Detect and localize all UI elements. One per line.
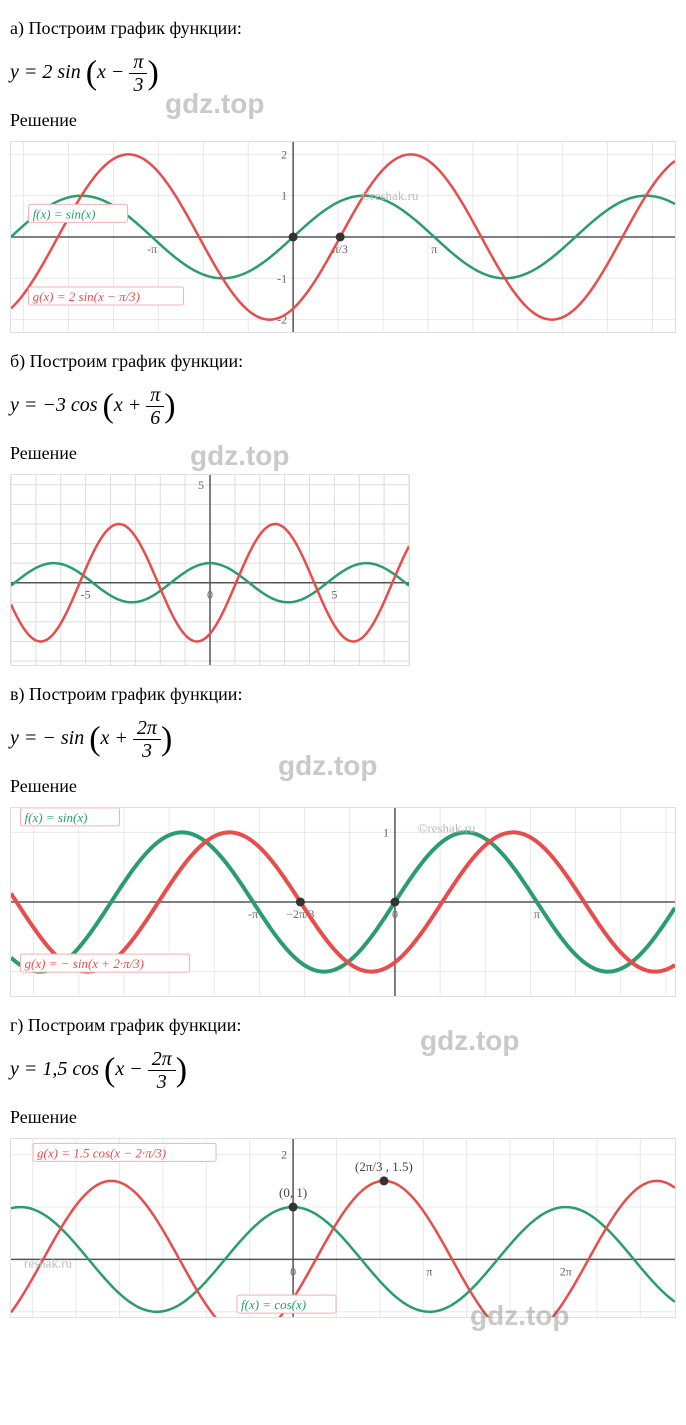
svg-text:0: 0	[392, 907, 398, 921]
formula-arg: x +	[101, 727, 133, 749]
frac-num: π	[146, 384, 164, 407]
problem-b-label: б) Построим график функции:	[10, 351, 676, 372]
frac-num: 2π	[133, 717, 161, 740]
svg-text:g(x) = 1.5 cos(x − 2·π/3): g(x) = 1.5 cos(x − 2·π/3)	[37, 1145, 166, 1160]
svg-text:f(x) = cos(x): f(x) = cos(x)	[241, 1297, 306, 1312]
problem-a-label: а) Построим график функции:	[10, 18, 676, 39]
svg-text:©reshak.ru: ©reshak.ru	[418, 820, 476, 835]
svg-text:0: 0	[207, 588, 213, 602]
chart-a: -2-112-ππ/3πf(x) = sin(x)g(x) = 2 sin(x …	[10, 141, 676, 333]
problem-c-solution: Решение	[10, 776, 676, 797]
formula-arg: x −	[97, 61, 129, 83]
frac-num: π	[129, 51, 147, 74]
formula-prefix: y = − sin	[10, 727, 89, 749]
svg-text:-π: -π	[147, 242, 157, 256]
svg-text:π: π	[426, 1264, 432, 1278]
frac-num: 2π	[148, 1048, 176, 1071]
formula-arg: x −	[115, 1058, 147, 1080]
formula-arg: x +	[114, 394, 146, 416]
svg-text:0: 0	[290, 1264, 296, 1278]
problem-b-solution: Решение	[10, 443, 676, 464]
frac-den: 3	[148, 1071, 176, 1093]
problem-a-formula: y = 2 sin (x − π3)	[10, 51, 676, 96]
svg-text:©reshak.ru: ©reshak.ru	[361, 188, 419, 203]
problem-d-formula: y = 1,5 cos (x − 2π3)	[10, 1048, 676, 1093]
chart-b: 5 -5 0 5	[10, 474, 410, 666]
problem-d-solution: Решение	[10, 1107, 676, 1128]
problem-c-formula: y = − sin (x + 2π3)	[10, 717, 676, 762]
svg-text:g(x) = 2 sin(x − π/3): g(x) = 2 sin(x − π/3)	[33, 289, 140, 304]
svg-text:g(x) = − sin(x + 2·π/3): g(x) = − sin(x + 2·π/3)	[25, 956, 144, 971]
svg-text:2: 2	[281, 147, 287, 161]
problem-c-label: в) Построим график функции:	[10, 684, 676, 705]
svg-text:(0, 1): (0, 1)	[279, 1185, 307, 1200]
formula-prefix: y = −3 cos	[10, 394, 103, 416]
svg-text:f(x) = sin(x): f(x) = sin(x)	[25, 810, 88, 825]
chart-d: 2 0 π 2π f(x) = cos(x) g(x) = 1.5 cos(x − 2·π…	[10, 1138, 676, 1318]
svg-text:2π: 2π	[560, 1264, 572, 1278]
svg-text:-5: -5	[81, 588, 91, 602]
problem-d-label: г) Построим график функции:	[10, 1015, 676, 1036]
svg-text:5: 5	[331, 588, 337, 602]
formula-prefix: y = 2 sin	[10, 61, 86, 83]
svg-text:π: π	[534, 907, 540, 921]
formula-prefix: y = 1,5 cos	[10, 1058, 104, 1080]
problem-a-solution: Решение	[10, 110, 676, 131]
frac-den: 3	[133, 740, 161, 762]
svg-text:2: 2	[281, 1148, 287, 1162]
svg-text:5: 5	[198, 478, 204, 492]
frac-den: 3	[129, 74, 147, 96]
chart-c: 1-π−2π/30πf(x) = sin(x)g(x) = − sin(x + …	[10, 807, 676, 997]
svg-text:(2π/3 , 1.5): (2π/3 , 1.5)	[355, 1159, 413, 1174]
svg-text:1: 1	[281, 189, 287, 203]
svg-text:f(x) = sin(x): f(x) = sin(x)	[33, 206, 96, 221]
frac-den: 6	[146, 407, 164, 429]
svg-text:reshak.ru: reshak.ru	[24, 1255, 73, 1270]
svg-text:-1: -1	[277, 271, 287, 285]
problem-b-formula: y = −3 cos (x + π6)	[10, 384, 676, 429]
svg-text:1: 1	[383, 825, 389, 839]
svg-text:π: π	[431, 242, 437, 256]
